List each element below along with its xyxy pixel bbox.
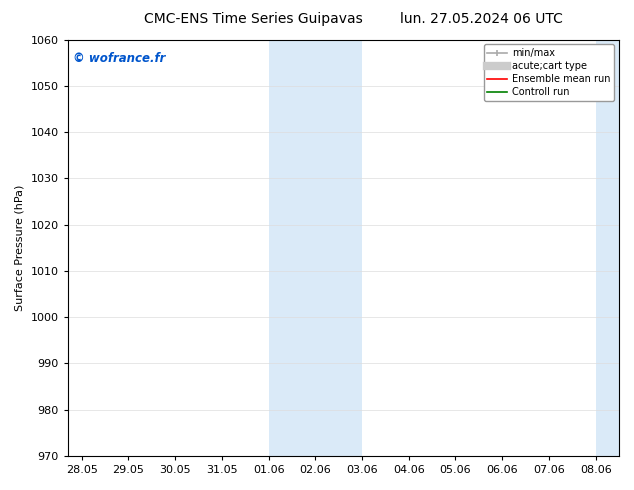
Y-axis label: Surface Pressure (hPa): Surface Pressure (hPa) <box>15 185 25 311</box>
Text: © wofrance.fr: © wofrance.fr <box>73 52 165 65</box>
Legend: min/max, acute;cart type, Ensemble mean run, Controll run: min/max, acute;cart type, Ensemble mean … <box>484 45 614 101</box>
Bar <box>595 40 619 456</box>
Text: lun. 27.05.2024 06 UTC: lun. 27.05.2024 06 UTC <box>401 12 563 26</box>
Text: CMC-ENS Time Series Guipavas: CMC-ENS Time Series Guipavas <box>144 12 363 26</box>
Bar <box>269 40 315 456</box>
Bar <box>315 40 362 456</box>
